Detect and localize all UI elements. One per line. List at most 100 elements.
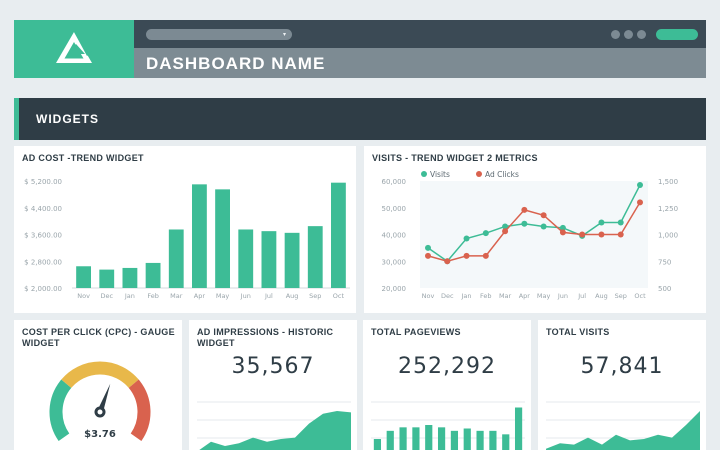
toggle-button[interactable] (656, 29, 698, 40)
left-y-tick-label: 50,000 (382, 205, 407, 213)
x-tick-label: Apr (194, 292, 206, 300)
x-tick-label: Jan (124, 292, 135, 300)
bar (489, 430, 497, 450)
data-point (617, 219, 624, 226)
x-tick-label: Nov (422, 292, 435, 300)
x-tick-label: Sep (309, 292, 321, 300)
x-tick-label: May (216, 292, 230, 300)
section-accent (14, 98, 19, 140)
section-title: WIDGETS (36, 112, 99, 126)
bar (502, 434, 510, 450)
bar (145, 262, 161, 288)
right-y-tick-label: 1,500 (658, 178, 678, 186)
bar (76, 266, 91, 288)
x-tick-label: Dec (100, 292, 113, 300)
x-tick-label: Jun (557, 292, 568, 300)
ad-cost-widget[interactable]: AD COST -TREND WIDGET $ 5,200.00 $ 4,400.… (14, 146, 356, 313)
right-y-tick-label: 1,250 (658, 205, 678, 213)
top-bar: ▾ (134, 20, 706, 48)
series-line (427, 184, 641, 263)
widget-title: COST PER CLICK (CPC) - GAUGE WIDGET (22, 327, 175, 348)
data-point (637, 182, 643, 189)
x-tick-label: Aug (595, 292, 608, 300)
pageviews-bar-chart (371, 401, 525, 450)
x-tick-label: Apr (519, 292, 531, 300)
y-tick-label: $ 2,000.00 (24, 285, 62, 293)
window-dot-icon[interactable] (637, 30, 646, 39)
gauge-needle (97, 383, 111, 414)
left-y-tick-label: 20,000 (382, 285, 407, 293)
window-dot-icon[interactable] (624, 30, 633, 39)
data-point (521, 220, 528, 227)
bar (122, 267, 138, 288)
widget-title: AD COST -TREND WIDGET (22, 153, 144, 163)
data-point (521, 206, 528, 213)
x-tick-label: Mar (499, 292, 512, 300)
data-point (579, 231, 586, 238)
chevron-down-icon: ▾ (282, 31, 286, 38)
left-y-tick-label: 60,000 (382, 178, 407, 186)
data-point (559, 229, 566, 236)
data-point (425, 244, 431, 251)
bar (425, 425, 433, 450)
app-header: ▾ DASHBOARD NAME (14, 20, 706, 78)
widget-title: AD IMPRESSIONS - HISTORIC WIDGET (197, 327, 334, 348)
data-point (598, 219, 605, 226)
bar (284, 232, 300, 288)
data-point (463, 235, 470, 242)
legend-marker (421, 171, 427, 177)
data-point (482, 252, 489, 259)
legend-label: Visits (430, 170, 450, 179)
x-tick-label: Oct (333, 292, 345, 300)
x-tick-label: Jul (577, 292, 586, 300)
cpc-gauge: $3.76 (49, 361, 151, 441)
area-fill (546, 411, 700, 450)
bar (307, 226, 323, 288)
total-visits-widget[interactable]: TOTAL VISITS 57,841 (538, 320, 706, 450)
x-tick-label: Jun (240, 292, 251, 300)
bar (99, 269, 115, 288)
url-dropdown[interactable]: ▾ (146, 29, 292, 40)
total-visits-area-chart (546, 401, 700, 450)
bar (514, 407, 523, 450)
data-point (425, 252, 431, 259)
cpc-gauge-widget[interactable]: COST PER CLICK (CPC) - GAUGE WIDGET $3.7… (14, 320, 182, 450)
data-point (617, 231, 624, 238)
bar (437, 427, 446, 450)
x-tick-label: May (537, 292, 551, 300)
bar (331, 182, 346, 288)
total-pageviews-widget[interactable]: TOTAL PAGEVIEWS 252,292 (363, 320, 531, 450)
x-tick-label: Feb (147, 292, 159, 300)
ad-impressions-widget[interactable]: AD IMPRESSIONS - HISTORIC WIDGET 35,567 (189, 320, 357, 450)
gauge-segment (49, 379, 72, 441)
y-tick-label: $ 5,200.00 (24, 178, 62, 186)
x-tick-label: Jan (461, 292, 472, 300)
x-tick-label: Dec (441, 292, 454, 300)
right-y-tick-label: 500 (658, 285, 671, 293)
x-tick-label: Aug (286, 292, 299, 300)
data-point (559, 224, 566, 231)
data-point (482, 230, 489, 237)
widget-title: TOTAL PAGEVIEWS (371, 327, 461, 337)
bar (373, 439, 382, 450)
bar (168, 229, 184, 288)
data-point (463, 252, 470, 259)
y-tick-label: $ 3,600.00 (24, 232, 62, 240)
window-dot-icon[interactable] (611, 30, 620, 39)
right-y-tick-label: 750 (658, 258, 671, 266)
gauge-segment (128, 379, 151, 441)
right-y-tick-label: 1,000 (658, 232, 678, 240)
visits-widget[interactable]: VISITS - TREND WIDGET 2 METRICS 60,000 50… (364, 146, 706, 313)
y-tick-label: $ 4,400.00 (24, 205, 62, 213)
bar (463, 428, 471, 450)
logo[interactable] (14, 20, 134, 78)
y-tick-label: $ 2,800.00 (24, 258, 62, 266)
legend-marker (476, 171, 482, 177)
gauge-hub-center (97, 409, 103, 415)
widget-title: VISITS - TREND WIDGET 2 METRICS (372, 153, 538, 163)
total-visits-value: 57,841 (580, 354, 664, 379)
data-point (502, 228, 509, 235)
area-fill (199, 411, 351, 450)
legend-label: Ad Clicks (485, 170, 519, 179)
bar (215, 189, 230, 288)
